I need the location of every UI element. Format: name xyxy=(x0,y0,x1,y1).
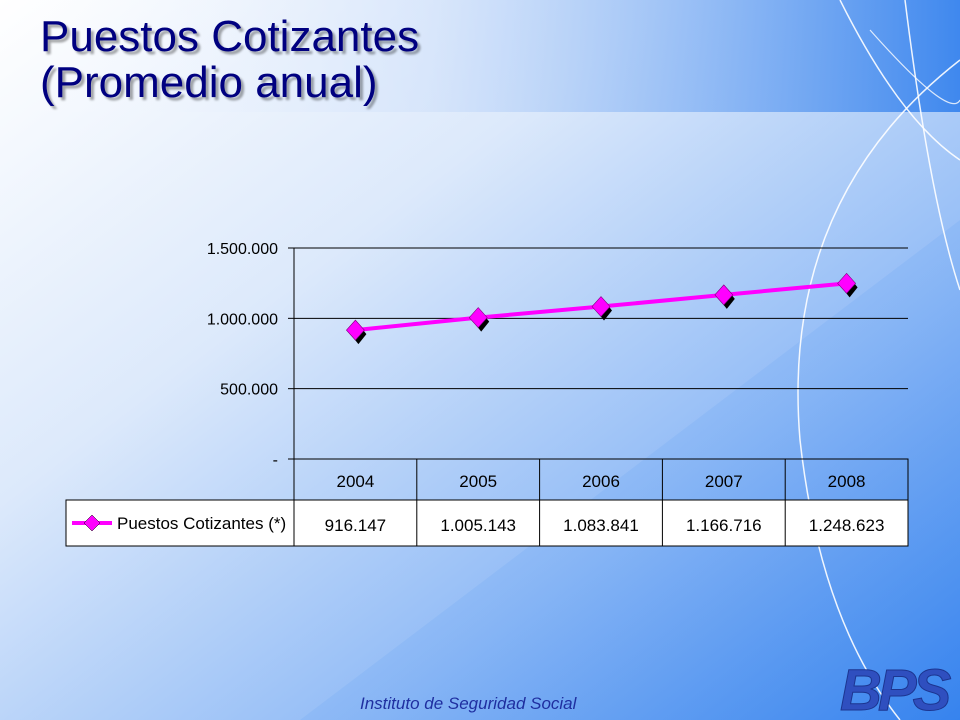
x-tick-label: 2006 xyxy=(582,472,620,491)
data-point xyxy=(345,319,365,341)
data-label: 1.005.143 xyxy=(440,516,516,535)
bps-logo: BPS xyxy=(840,658,957,720)
y-tick-label: 1.500.000 xyxy=(207,241,278,258)
svg-text:BPS: BPS xyxy=(840,658,952,720)
data-label: 1.248.623 xyxy=(809,516,885,535)
legend-label: Puestos Cotizantes (*) xyxy=(117,514,286,533)
y-tick-label: 500.000 xyxy=(220,382,278,399)
x-tick-label: 2004 xyxy=(336,472,374,491)
slide-title-line-1: Puestos Cotizantes xyxy=(40,12,420,61)
data-label: 1.166.716 xyxy=(686,516,762,535)
decorative-arc xyxy=(869,29,960,105)
data-point xyxy=(591,296,611,317)
x-tick-label: 2005 xyxy=(459,472,497,491)
slide-title-line-2: (Promedio anual) xyxy=(40,58,378,107)
diagonal-shade xyxy=(300,220,960,720)
x-tick-label: 2007 xyxy=(705,472,743,491)
data-label: 916.147 xyxy=(325,516,386,535)
footer-text: Instituto de Seguridad Social xyxy=(360,694,577,713)
y-tick-label: - xyxy=(273,452,278,469)
data-label: 1.083.841 xyxy=(563,516,639,535)
data-point xyxy=(837,272,857,294)
data-table-row xyxy=(65,499,909,547)
data-point xyxy=(714,284,734,306)
y-tick-label: 1.000.000 xyxy=(207,311,278,328)
x-tick-label: 2008 xyxy=(828,472,866,491)
slide-title: Puestos Cotizantes (Promedio anual) xyxy=(40,14,419,106)
decorative-arc xyxy=(904,0,960,291)
decorative-arc xyxy=(797,59,960,720)
plot-area xyxy=(294,248,908,459)
decorative-arc xyxy=(839,0,960,161)
data-point xyxy=(468,307,488,329)
legend-marker xyxy=(83,514,101,532)
